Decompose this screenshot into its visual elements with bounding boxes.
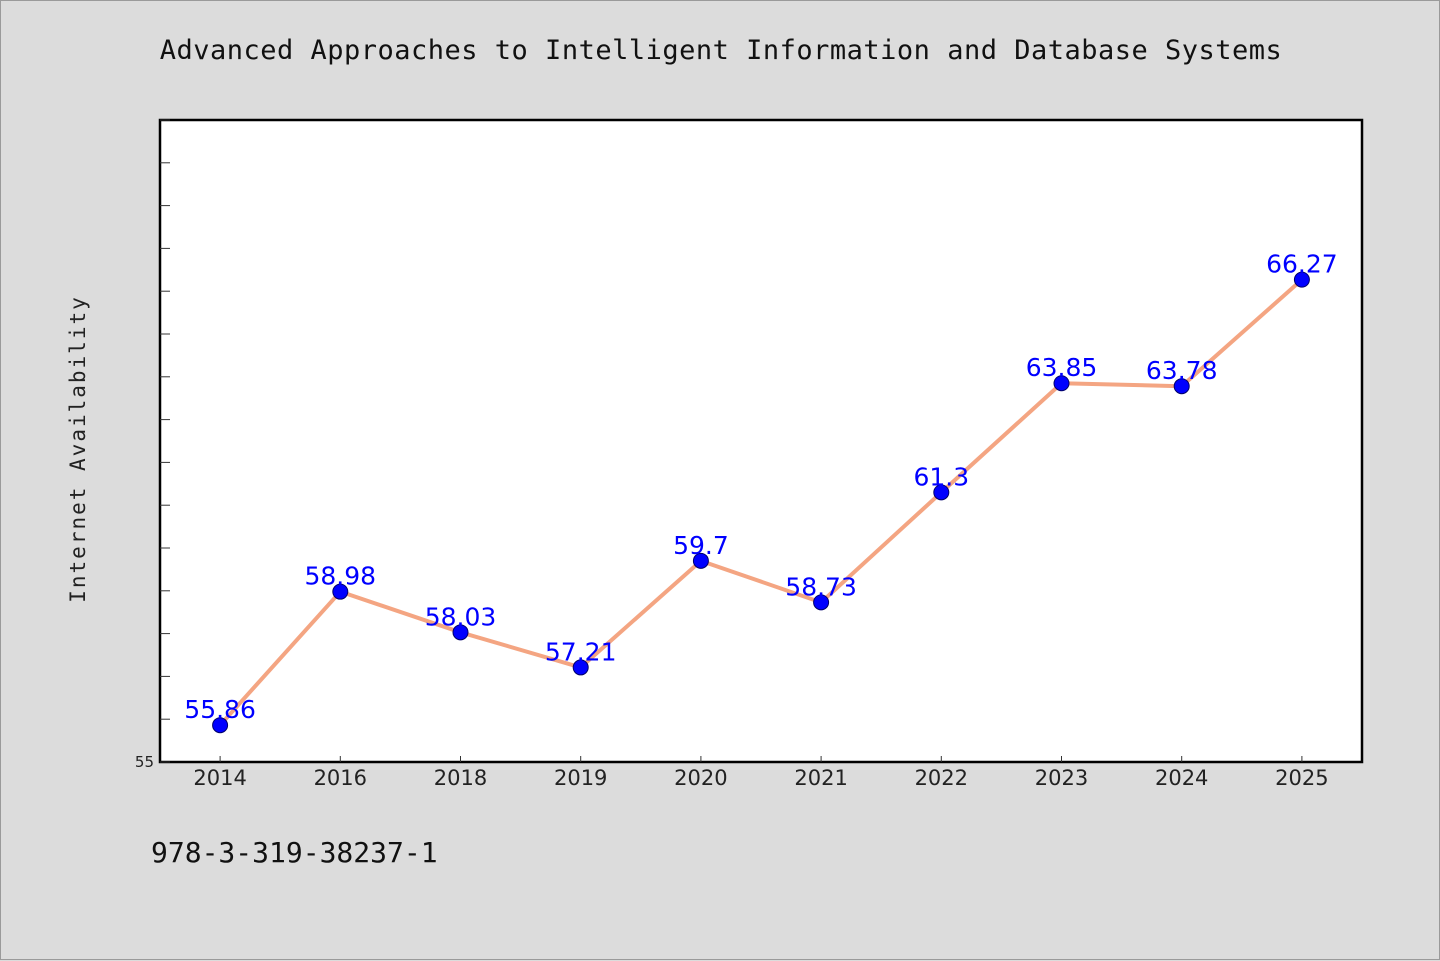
data-point [1293, 271, 1310, 288]
data-label: 55.86 [184, 695, 256, 724]
x-tick-label: 2019 [554, 766, 607, 790]
data-label: 58.98 [305, 562, 377, 591]
data-point [1053, 375, 1070, 392]
data-point [692, 552, 709, 569]
x-tick-label: 2025 [1275, 766, 1328, 790]
data-point [1173, 378, 1190, 395]
series-line [218, 277, 1304, 728]
plot-area [158, 118, 1364, 764]
data-point [933, 484, 950, 501]
footer-isbn: 978-3-319-38237-1 [151, 836, 438, 869]
data-label: 63.78 [1146, 356, 1218, 385]
x-tick-label: 2014 [193, 766, 246, 790]
data-label: 58.03 [425, 602, 497, 631]
data-point [452, 624, 469, 641]
y-tick-label: 55 [135, 753, 154, 771]
chart-title: Advanced Approaches to Intelligent Infor… [159, 35, 1283, 66]
x-tick-label: 2022 [915, 766, 968, 790]
x-tick-label: 2020 [674, 766, 727, 790]
data-label: 59.7 [673, 531, 729, 560]
data-point [813, 594, 830, 611]
data-label: 63.85 [1026, 353, 1098, 382]
data-label: 57.21 [545, 637, 617, 666]
x-tick-label: 2018 [434, 766, 487, 790]
x-tick-label: 2016 [314, 766, 367, 790]
data-label: 58.73 [785, 572, 857, 601]
x-tick-label: 2024 [1155, 766, 1208, 790]
x-tick-label: 2021 [794, 766, 847, 790]
x-tick-label: 2023 [1035, 766, 1088, 790]
data-point [572, 659, 589, 676]
data-point [332, 583, 349, 600]
data-label: 66.27 [1266, 250, 1338, 279]
data-label: 61.3 [913, 462, 969, 491]
data-point [212, 717, 229, 734]
